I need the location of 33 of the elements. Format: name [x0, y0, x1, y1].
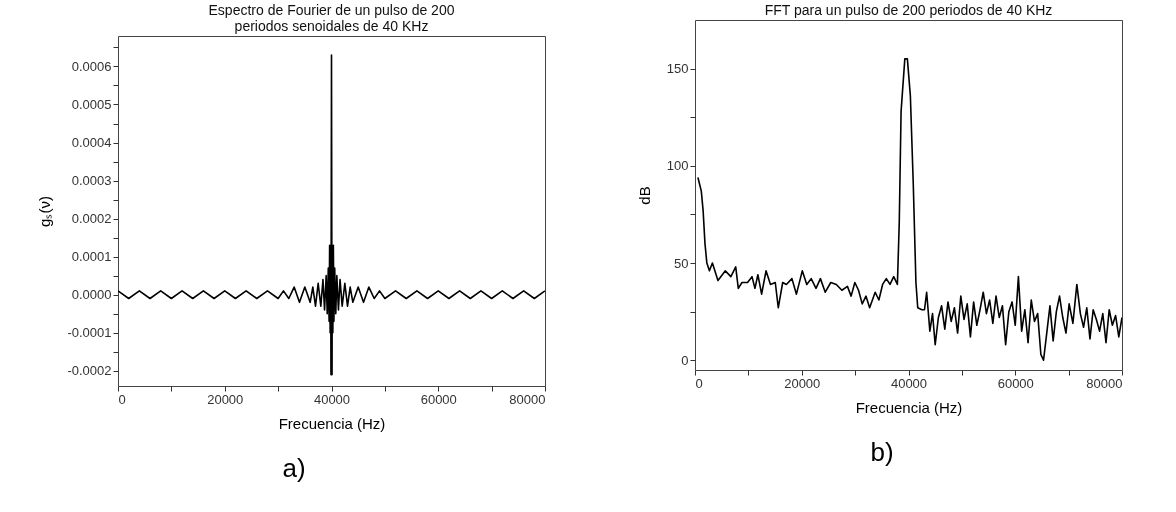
y-tick-label: 0.0006 [71, 58, 112, 74]
y-tick-label: 0.0005 [71, 96, 112, 112]
x-tick-label: 40000 [313, 391, 351, 407]
chart-title: Espectro de Fourier de un pulso de 200 periodos senoidales de 40 KHz [208, 2, 455, 34]
x-tick-label: 80000 [509, 391, 546, 407]
x-tick-label: 0 [695, 375, 703, 391]
y-tick-label: 150 [666, 61, 688, 77]
x-tick-label: 60000 [997, 375, 1034, 391]
y-tick-label: 0.0001 [71, 249, 112, 265]
y-tick-label: 0.0003 [71, 173, 112, 189]
x-axis-title: Frecuencia (Hz) [855, 398, 962, 416]
y-tick-label: 0.0002 [71, 211, 112, 227]
text: b) [870, 437, 894, 468]
x-tick-label: 20000 [207, 391, 244, 407]
x-axis-title: Frecuencia (Hz) [278, 414, 386, 432]
y-tick-label: 0 [680, 352, 688, 368]
line-series [696, 58, 1122, 362]
x-tick-label: 40000 [890, 375, 927, 391]
line-series [118, 54, 545, 376]
y-tick-label: 50 [673, 255, 688, 271]
text: a) [282, 453, 306, 484]
y-axis-title: gₛ(ν) [36, 196, 54, 227]
y-tick-label: -0.0001 [67, 325, 112, 341]
y-tick-label: 0.0004 [71, 135, 112, 151]
x-tick-label: 80000 [1085, 375, 1122, 391]
y-axis-title: dB [635, 186, 653, 205]
y-tick-label: 100 [666, 158, 688, 174]
x-tick-label: 60000 [420, 391, 457, 407]
x-tick-label: 20000 [783, 375, 820, 391]
y-tick-label: 0.0000 [71, 287, 112, 303]
chart-title: FFT para un pulso de 200 periodos de 40 KHz [764, 2, 1052, 18]
y-tick-label: -0.0002 [67, 363, 112, 379]
x-tick-label: 0 [118, 391, 126, 407]
